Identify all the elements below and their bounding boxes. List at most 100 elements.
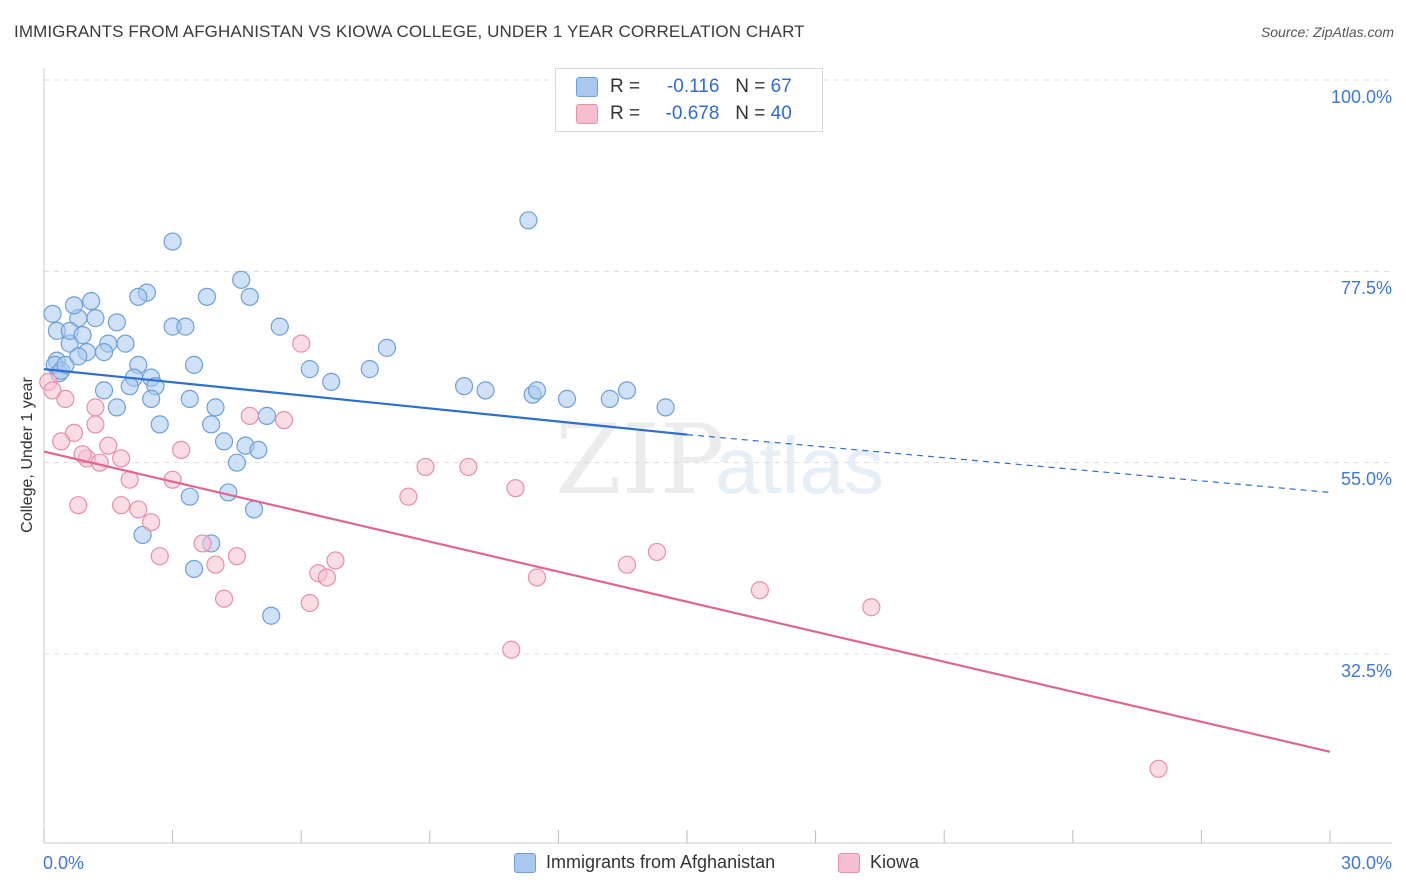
point-afghanistan-50 — [377, 338, 397, 357]
point-afghanistan-57 — [617, 381, 637, 400]
bottom-legend-swatch-blue — [514, 852, 536, 873]
point-afghanistan-29 — [184, 355, 204, 374]
y-tick-100: 100.0% — [1330, 87, 1392, 107]
legend-swatch-pink — [576, 104, 598, 124]
point-afghanistan-56 — [600, 389, 619, 408]
point-kiowa-18 — [150, 547, 169, 566]
point-afghanistan-44 — [249, 440, 268, 460]
point-kiowa-22 — [227, 547, 246, 566]
legend-r-label: R = — [610, 103, 641, 124]
point-afghanistan-38 — [206, 398, 225, 417]
legend-r-value: -0.678 — [665, 103, 720, 124]
point-afghanistan-18 — [116, 334, 135, 353]
axes — [43, 68, 1392, 844]
point-afghanistan-17 — [69, 347, 88, 366]
point-afghanistan-42 — [227, 453, 246, 472]
point-kiowa-5 — [86, 415, 105, 434]
point-kiowa-33 — [399, 487, 418, 506]
point-kiowa-8 — [112, 449, 131, 468]
x-tick-max: 30.0% — [1340, 853, 1392, 873]
point-afghanistan-13 — [86, 309, 105, 328]
point-afghanistan-61 — [180, 487, 199, 506]
chart-title: IMMIGRANTS FROM AFGHANISTAN VS KIOWA COL… — [14, 22, 805, 41]
point-kiowa-7 — [99, 436, 118, 455]
point-afghanistan-34 — [94, 381, 114, 400]
point-kiowa-2 — [56, 389, 75, 408]
point-kiowa-30 — [292, 334, 311, 353]
point-afghanistan-48 — [322, 372, 341, 391]
point-afghanistan-11 — [73, 326, 92, 345]
point-afghanistan-30 — [197, 287, 216, 306]
legend-n-value: 67 — [770, 76, 792, 97]
point-afghanistan-59 — [519, 211, 538, 230]
bottom-legend-kiowa: Kiowa — [838, 852, 919, 873]
point-kiowa-34 — [506, 479, 525, 498]
point-afghanistan-58 — [656, 398, 675, 417]
point-afghanistan-33 — [270, 317, 289, 336]
point-afghanistan-28 — [163, 232, 182, 251]
point-kiowa-12 — [69, 496, 88, 515]
point-afghanistan-37 — [180, 389, 199, 408]
watermark-atlas: atlas — [715, 421, 884, 510]
point-afghanistan-27 — [176, 317, 195, 336]
point-afghanistan-51 — [454, 377, 474, 396]
point-kiowa-35 — [527, 568, 547, 587]
point-afghanistan-55 — [557, 389, 577, 408]
legend-n-label: N = — [735, 103, 766, 124]
point-afghanistan-47 — [300, 360, 319, 379]
point-kiowa-1 — [43, 381, 62, 400]
point-kiowa-37 — [647, 542, 667, 562]
point-kiowa-6 — [52, 432, 71, 451]
point-afghanistan-23 — [120, 377, 139, 396]
point-kiowa-28 — [214, 589, 234, 608]
point-afghanistan-31 — [240, 287, 259, 306]
point-kiowa-11 — [73, 445, 92, 464]
point-kiowa-14 — [129, 500, 148, 519]
point-afghanistan-12 — [82, 291, 101, 311]
point-afghanistan-9 — [64, 296, 84, 315]
watermark-zip: ZIP — [555, 404, 724, 516]
point-kiowa-4 — [64, 423, 84, 443]
point-kiowa-40 — [502, 640, 521, 659]
point-afghanistan-54 — [527, 381, 547, 400]
point-kiowa-41 — [1149, 759, 1168, 778]
point-afghanistan-32 — [232, 270, 251, 289]
point-kiowa-16 — [142, 513, 161, 532]
point-kiowa-38 — [750, 581, 769, 600]
point-afghanistan-66 — [262, 606, 281, 625]
bottom-legend-label: Kiowa — [870, 852, 920, 872]
series-afghanistan — [43, 211, 675, 625]
point-afghanistan-0 — [43, 304, 62, 323]
point-kiowa-27 — [326, 551, 345, 570]
legend-n-label: N = — [735, 76, 766, 97]
point-afghanistan-40 — [257, 406, 277, 425]
y-tick-55: 55.0% — [1340, 469, 1392, 489]
point-afghanistan-25 — [129, 287, 148, 306]
point-afghanistan-60 — [133, 525, 152, 545]
point-kiowa-26 — [317, 568, 337, 587]
point-afghanistan-20 — [107, 313, 126, 332]
trend-lines — [43, 368, 1331, 753]
bottom-legend-label: Immigrants from Afghanistan — [546, 852, 776, 872]
legend-r-value: -0.116 — [666, 76, 720, 97]
point-afghanistan-5 — [56, 355, 75, 374]
source-label: Source: ZipAtlas.com — [1260, 24, 1394, 40]
point-kiowa-39 — [862, 598, 881, 617]
point-afghanistan-46 — [142, 389, 161, 408]
point-kiowa-20 — [193, 534, 212, 553]
point-afghanistan-41 — [214, 432, 234, 451]
legend-r-label: R = — [610, 76, 641, 97]
legend-n-value: 40 — [770, 103, 792, 124]
point-kiowa-24 — [274, 411, 294, 430]
point-kiowa-29 — [300, 593, 319, 613]
point-kiowa-13 — [112, 496, 131, 515]
bottom-legend-swatch-pink — [838, 852, 860, 873]
point-kiowa-23 — [240, 406, 259, 425]
correlation-legend: R = -0.116 N = 67 R = -0.678 N = 40 — [555, 68, 823, 132]
point-afghanistan-15 — [94, 343, 114, 362]
point-afghanistan-49 — [360, 360, 379, 379]
point-kiowa-21 — [206, 555, 225, 574]
x-tick-min: 0.0% — [43, 853, 85, 873]
legend-row-afghanistan: R = -0.116 N = 67 — [576, 75, 792, 99]
